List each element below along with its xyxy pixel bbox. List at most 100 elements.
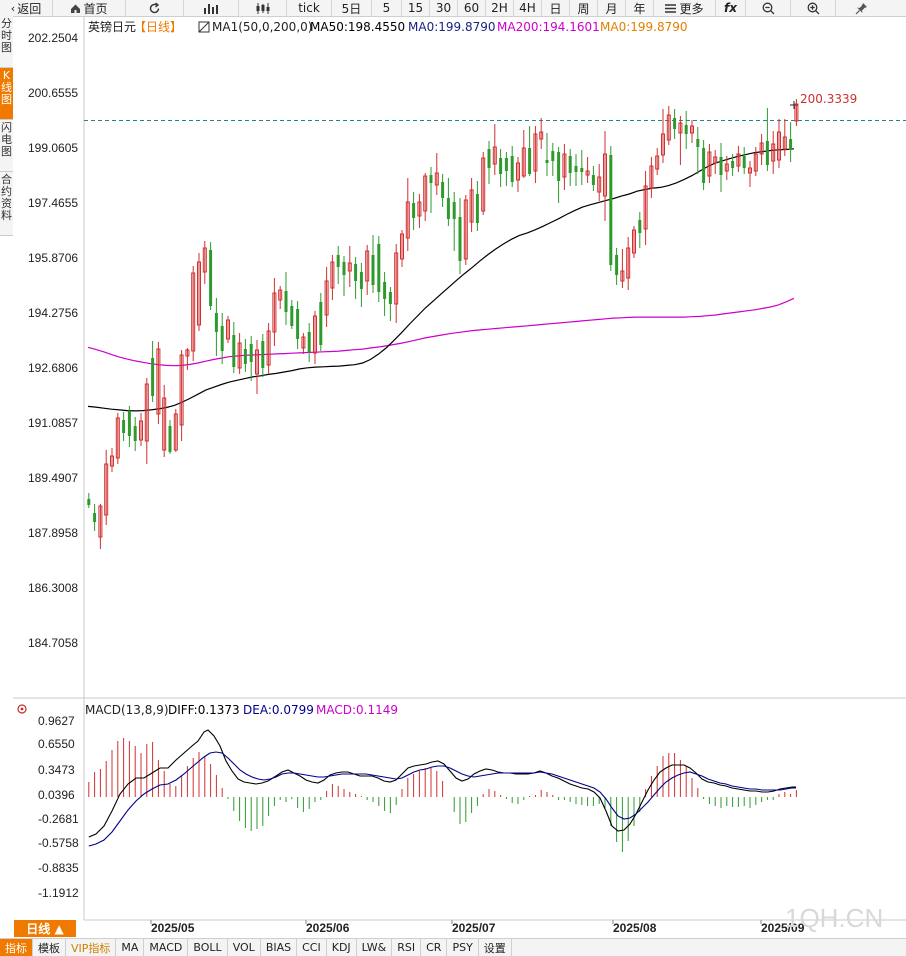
year-button[interactable]: 年 xyxy=(626,0,654,16)
day5-button[interactable]: 5日 xyxy=(332,0,372,16)
candle-up xyxy=(632,226,636,258)
candle-down xyxy=(557,147,561,203)
tab-contract-info[interactable]: 合约资料 xyxy=(0,172,13,236)
candle-down xyxy=(545,133,549,176)
candle-up xyxy=(365,245,370,295)
min60-label: 60 xyxy=(463,1,480,15)
zoom-in-button[interactable] xyxy=(791,0,836,16)
date-tick: 2025/08 xyxy=(613,921,657,935)
candle-down xyxy=(220,313,224,364)
tab-psy[interactable]: PSY xyxy=(447,939,479,956)
side-tabs: 分时图 K线图 闪电图 合约资料 xyxy=(0,16,13,236)
min60-button[interactable]: 60 xyxy=(458,0,486,16)
h2-button[interactable]: 2H xyxy=(486,0,514,16)
ma0-legend: MA0:199.8790 xyxy=(408,20,496,34)
menu-icon xyxy=(665,3,677,13)
candle-down xyxy=(319,293,323,351)
min15-button[interactable]: 15 xyxy=(402,0,430,16)
candle-up xyxy=(255,340,259,394)
candle-down xyxy=(168,420,172,454)
candle-down xyxy=(412,192,416,230)
candle-down xyxy=(284,272,288,325)
candle-down xyxy=(151,341,155,402)
tab-timeshare[interactable]: 分时图 xyxy=(0,16,13,68)
price-tick: 184.7058 xyxy=(28,636,78,650)
macd-tick: -0.5758 xyxy=(38,836,79,850)
candle-down xyxy=(702,140,706,190)
zoom-out-icon xyxy=(762,2,775,15)
period-selector[interactable]: 日线 ▲ xyxy=(14,920,76,937)
candle-down xyxy=(290,300,294,329)
ma1-params: MA1(50,0,200,0) xyxy=(212,20,312,34)
candle-up xyxy=(394,244,399,323)
min15-label: 15 xyxy=(407,1,424,15)
candle-up xyxy=(469,178,474,232)
macd-value: MACD:0.1149 xyxy=(316,703,398,717)
day-button[interactable]: 日 xyxy=(542,0,570,16)
candle-down xyxy=(452,192,456,251)
tab-boll[interactable]: BOLL xyxy=(188,939,228,956)
tab-ma[interactable]: MA xyxy=(116,939,145,956)
candle-up xyxy=(690,120,694,143)
home-label: 首页 xyxy=(83,1,108,16)
candle-up xyxy=(104,450,109,525)
candle-up xyxy=(481,152,486,215)
tab-kline[interactable]: K线图 xyxy=(0,68,13,120)
watermark: 1QH.CN xyxy=(785,903,883,933)
candle-up xyxy=(115,413,120,464)
candle-down xyxy=(441,174,445,207)
candle-down xyxy=(499,149,503,187)
tab-kdj[interactable]: KDJ xyxy=(327,939,357,956)
refresh-button[interactable] xyxy=(126,0,184,16)
zoom-out-button[interactable] xyxy=(746,0,791,16)
month-button[interactable]: 月 xyxy=(598,0,626,16)
min5-button[interactable]: 5 xyxy=(372,0,402,16)
tab-rsi[interactable]: RSI xyxy=(392,939,422,956)
h4-button[interactable]: 4H xyxy=(514,0,542,16)
price-tick: 200.6555 xyxy=(28,86,78,100)
candle-up xyxy=(492,124,497,175)
home-button[interactable]: 首页 xyxy=(53,0,126,16)
candle-down xyxy=(638,212,642,248)
candle-down xyxy=(446,178,450,226)
macd-tick: -0.2681 xyxy=(38,812,79,826)
tab-vol[interactable]: VOL xyxy=(228,939,261,956)
candle-up xyxy=(202,241,207,284)
ma200-line xyxy=(87,297,795,367)
ma50-legend: MA50:198.4550 xyxy=(310,20,405,34)
candle-up xyxy=(434,153,439,195)
candle-down xyxy=(383,272,387,316)
h2-label: 2H xyxy=(491,1,508,15)
candle-up xyxy=(191,266,196,361)
candle-up xyxy=(347,246,352,287)
pin-button[interactable] xyxy=(836,0,886,16)
chart-area[interactable]: 英镑日元 【日线】 MA1(50,0,200,0) MA50:198.4550 … xyxy=(0,16,906,938)
indicator-toggle-icon[interactable] xyxy=(198,21,210,33)
tab-cr[interactable]: CR xyxy=(421,939,448,956)
min30-button[interactable]: 30 xyxy=(430,0,458,16)
tab-indicator[interactable]: 指标 xyxy=(0,939,33,956)
tab-bias[interactable]: BIAS xyxy=(261,939,298,956)
candle-down xyxy=(232,322,236,373)
macd-settings-icon[interactable] xyxy=(17,704,27,714)
candle-style-button[interactable] xyxy=(239,0,287,16)
tab-macd[interactable]: MACD xyxy=(144,939,189,956)
formula-button[interactable]: fx xyxy=(716,0,746,16)
tab-cci[interactable]: CCI xyxy=(297,939,327,956)
tab-flash[interactable]: 闪电图 xyxy=(0,120,13,172)
back-button[interactable]: ‹ 返回 xyxy=(0,0,53,16)
more-button[interactable]: 更多 xyxy=(654,0,716,16)
tab-template[interactable]: 模板 xyxy=(33,939,66,956)
tick-label: tick xyxy=(298,1,320,15)
candle-up xyxy=(771,131,776,174)
week-button[interactable]: 周 xyxy=(570,0,598,16)
tab-settings[interactable]: 设置 xyxy=(479,939,512,956)
candle-up xyxy=(748,161,752,187)
chart-type-button[interactable] xyxy=(184,0,239,16)
candle-up xyxy=(626,237,631,290)
tab-vip-indicator[interactable]: VIP指标 xyxy=(66,939,117,956)
tick-button[interactable]: tick xyxy=(287,0,332,16)
tab-lwr[interactable]: LW& xyxy=(357,939,393,956)
back-label: 返回 xyxy=(17,1,42,16)
price-tick: 195.8706 xyxy=(28,251,78,265)
